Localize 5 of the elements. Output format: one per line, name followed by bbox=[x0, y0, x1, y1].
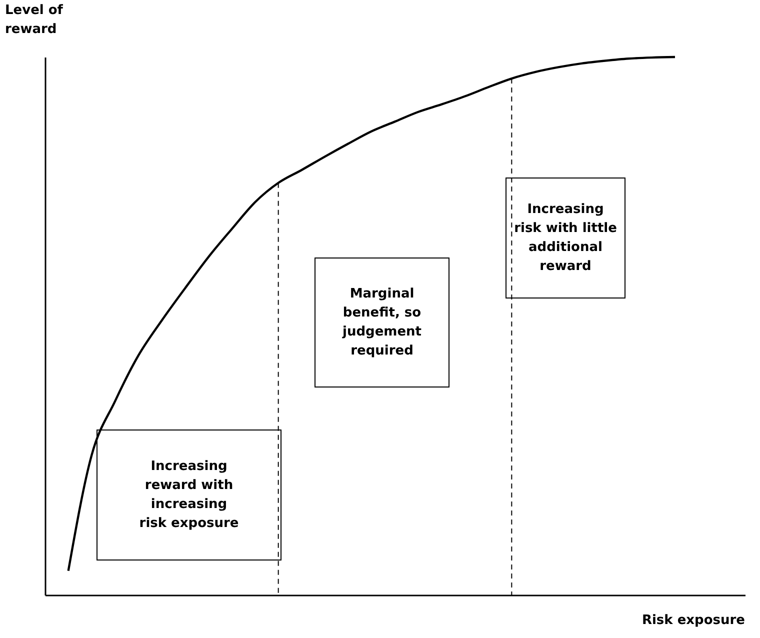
y-axis-title: Level of reward bbox=[5, 3, 64, 37]
annotation: Marginal benefit, so judgement required bbox=[342, 286, 422, 358]
x-axis-title: Risk exposure bbox=[642, 613, 746, 628]
annotation: Increasing risk with little additional reward bbox=[514, 202, 618, 274]
annotation: Increasing reward with increasing risk exposure bbox=[139, 459, 239, 531]
